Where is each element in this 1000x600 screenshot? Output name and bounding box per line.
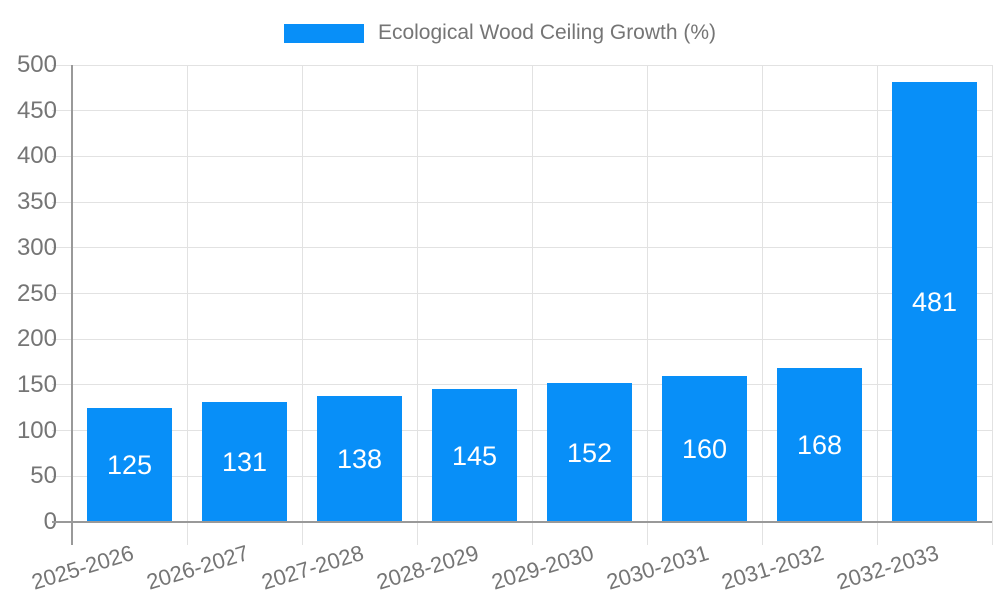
y-axis-tick-label: 200 (16, 325, 57, 353)
y-axis-tick-label: 350 (16, 188, 57, 216)
bar-2029-2030[interactable]: 152 (547, 383, 632, 522)
y-gridline (52, 430, 992, 432)
y-axis-tick-label: 100 (16, 416, 57, 444)
y-gridline (52, 64, 992, 66)
x-axis-tick-label: 2030-2031 (603, 540, 712, 595)
x-gridline (186, 65, 188, 545)
bar-value-label: 145 (451, 440, 498, 471)
x-gridline (646, 65, 648, 545)
bar-2030-2031[interactable]: 160 (662, 375, 747, 522)
x-axis-tick-label: 2031-2032 (718, 540, 827, 595)
bar-value-label: 168 (796, 430, 843, 461)
bar-value-label: 481 (911, 287, 958, 318)
bar-value-label: 138 (336, 443, 383, 474)
legend-swatch (283, 23, 364, 43)
y-gridline (52, 155, 992, 157)
y-axis-tick-label: 250 (16, 279, 57, 307)
x-axis-tick-label: 2025-2026 (28, 540, 137, 595)
bar-2028-2029[interactable]: 145 (432, 389, 517, 522)
bar-2026-2027[interactable]: 131 (202, 402, 287, 522)
y-gridline (52, 110, 992, 112)
y-gridline (52, 247, 992, 249)
x-gridline (761, 65, 763, 545)
y-gridline (52, 293, 992, 294)
x-gridline (416, 65, 418, 545)
x-axis-tick-label: 2026-2027 (143, 540, 252, 595)
bar-value-label: 131 (221, 447, 268, 478)
chart-legend[interactable]: Ecological Wood Ceiling Growth (%) (0, 21, 1000, 45)
x-gridline (301, 65, 303, 545)
y-axis-tick-label: 450 (16, 96, 57, 124)
y-gridline (52, 384, 992, 386)
y-axis-tick-label: 0 (43, 508, 57, 535)
x-axis-tick-label: 2032-2033 (833, 540, 942, 595)
y-gridline (52, 201, 992, 203)
x-axis-tick-label: 2028-2029 (373, 540, 482, 595)
x-gridline (531, 65, 533, 545)
x-axis-tick-label: 2029-2030 (488, 540, 597, 595)
x-gridline (876, 65, 878, 545)
y-gridline (52, 338, 992, 340)
x-gridline (991, 65, 993, 545)
y-axis-tick-label: 500 (16, 51, 57, 78)
bar-value-label: 152 (566, 437, 613, 468)
bar-2031-2032[interactable]: 168 (777, 368, 862, 522)
bar-2027-2028[interactable]: 138 (317, 395, 402, 522)
y-gridline (52, 475, 992, 477)
y-axis-tick-label: 300 (16, 233, 57, 261)
bar-value-label: 160 (681, 433, 728, 464)
y-axis-tick-label: 400 (16, 142, 57, 170)
y-axis-line (71, 65, 73, 545)
y-axis-tick-label: 50 (30, 462, 57, 490)
x-axis-line (52, 521, 992, 523)
legend-label: Ecological Wood Ceiling Growth (%) (377, 21, 717, 44)
bar-2032-2033[interactable]: 481 (892, 82, 977, 522)
x-axis-tick-label: 2027-2028 (258, 540, 367, 595)
bar-value-label: 125 (106, 449, 153, 480)
y-axis-tick-label: 150 (16, 370, 57, 398)
bar-2025-2026[interactable]: 125 (87, 407, 172, 522)
